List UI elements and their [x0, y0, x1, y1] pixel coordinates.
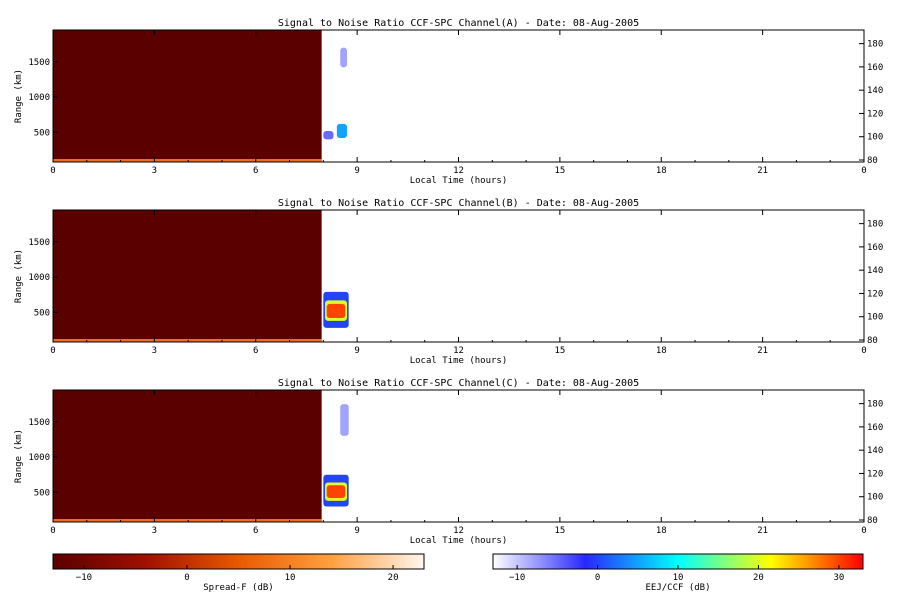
x-tick-label: 9 — [354, 166, 359, 176]
y2-tick-label: 120 — [867, 469, 883, 479]
colorbar-label: Spread-F (dB) — [203, 583, 273, 593]
colorbar-tick-label: 10 — [285, 573, 296, 583]
x-tick-label: 0 — [50, 346, 55, 356]
y2-tick-label: 80 — [867, 336, 878, 346]
x-tick-label: 21 — [757, 526, 768, 536]
heatmap-region — [323, 130, 334, 140]
colorbar-tick-label: 20 — [388, 573, 399, 583]
heatmap-region — [53, 210, 322, 342]
x-tick-label: 9 — [354, 526, 359, 536]
y2-tick-label: 100 — [867, 493, 883, 503]
colorbar-label: EEJ/CCF (dB) — [645, 583, 710, 593]
colorbar-eej-ccf: −10 0 10 20 30 EEJ/CCF (dB) — [492, 553, 864, 593]
y-tick-label: 500 — [34, 128, 50, 138]
x-tick-label: 18 — [656, 166, 667, 176]
y2-tick-label: 140 — [867, 86, 883, 96]
y-tick-label: 1500 — [28, 238, 50, 248]
x-tick-label: 9 — [354, 346, 359, 356]
heatmap-region — [326, 485, 346, 498]
colorbar-spread-f: −10 0 10 20 Spread-F (dB) — [52, 553, 425, 593]
y-tick-label: 1000 — [28, 273, 50, 283]
y2-tick-label: 140 — [867, 266, 883, 276]
x-tick-label: 0 — [861, 166, 866, 176]
chart-title: Signal to Noise Ratio CCF-SPC Channel(B)… — [278, 198, 639, 209]
colorbar-gradient — [52, 553, 425, 570]
y-tick-label: 1500 — [28, 418, 50, 428]
colorbar-tick-label: 0 — [595, 573, 600, 583]
colorbar-tick-label: 10 — [673, 573, 684, 583]
y2-tick-label: 140 — [867, 446, 883, 456]
x-tick-label: 0 — [50, 526, 55, 536]
y2-tick-label: 160 — [867, 243, 883, 253]
x-tick-label: 6 — [253, 166, 258, 176]
y-tick-label: 1000 — [28, 93, 50, 103]
y-tick-label: 1500 — [28, 58, 50, 68]
panel-b: 0 3 6 9 12 15 18 21 0 500 1000 1500 80 100 120 140 160 18… — [14, 198, 883, 366]
y2-tick-label: 80 — [867, 516, 878, 526]
y2-tick-label: 120 — [867, 289, 883, 299]
x-tick-label: 12 — [453, 166, 464, 176]
x-tick-label: 15 — [554, 346, 565, 356]
x-tick-label: 18 — [656, 346, 667, 356]
heatmap-region — [53, 390, 322, 522]
heatmap-region — [53, 159, 322, 162]
x-tick-label: 15 — [554, 526, 565, 536]
heatmap-region — [336, 123, 347, 138]
x-tick-label: 12 — [453, 346, 464, 356]
x-tick-label: 21 — [757, 166, 768, 176]
x-tick-label: 18 — [656, 526, 667, 536]
y-tick-label: 500 — [34, 308, 50, 318]
x-tick-label: 3 — [152, 346, 157, 356]
y2-tick-label: 180 — [867, 400, 883, 410]
y-tick-label: 1000 — [28, 453, 50, 463]
x-axis-label: Local Time (hours) — [410, 356, 508, 366]
x-tick-label: 0 — [861, 346, 866, 356]
colorbar-tick-label: −10 — [76, 573, 92, 583]
panel-c: 0 3 6 9 12 15 18 21 0 500 1000 1500 80 100 120 140 160 18… — [14, 378, 883, 546]
y2-tick-label: 180 — [867, 40, 883, 50]
heatmap-regions — [53, 210, 349, 342]
x-tick-label: 3 — [152, 166, 157, 176]
y-axis-label: Range (km) — [14, 249, 24, 303]
y2-tick-label: 100 — [867, 133, 883, 143]
heatmap-regions — [53, 390, 349, 522]
x-tick-label: 6 — [253, 346, 258, 356]
x-axis-label: Local Time (hours) — [410, 536, 508, 546]
y-tick-label: 500 — [34, 488, 50, 498]
colorbar-tick-label: 20 — [753, 573, 764, 583]
y-axis-label: Range (km) — [14, 69, 24, 123]
y-axis-label: Range (km) — [14, 429, 24, 483]
y2-tick-label: 160 — [867, 423, 883, 433]
y2-tick-label: 120 — [867, 109, 883, 119]
x-tick-label: 6 — [253, 526, 258, 536]
heatmap-region — [340, 404, 349, 436]
heatmap-region — [326, 303, 346, 318]
chart-title: Signal to Noise Ratio CCF-SPC Channel(A)… — [278, 18, 639, 29]
panel-a: 0 3 6 9 12 15 18 21 0 500 1000 1500 80 100 120 140 160 18… — [14, 18, 883, 186]
x-tick-label: 0 — [861, 526, 866, 536]
heatmap-region — [53, 339, 322, 342]
y2-tick-label: 180 — [867, 220, 883, 230]
colorbar-tick-label: 0 — [184, 573, 189, 583]
chart-title: Signal to Noise Ratio CCF-SPC Channel(C)… — [278, 378, 639, 389]
x-tick-label: 3 — [152, 526, 157, 536]
x-tick-label: 0 — [50, 166, 55, 176]
y2-tick-label: 80 — [867, 156, 878, 166]
x-tick-label: 21 — [757, 346, 768, 356]
heatmap-region — [53, 519, 322, 522]
x-tick-label: 12 — [453, 526, 464, 536]
y2-tick-label: 160 — [867, 63, 883, 73]
x-tick-label: 15 — [554, 166, 565, 176]
y2-tick-label: 100 — [867, 313, 883, 323]
heatmap-region — [53, 30, 322, 162]
heatmap-region — [340, 47, 347, 68]
colorbar-tick-label: 30 — [833, 573, 844, 583]
x-axis-label: Local Time (hours) — [410, 176, 508, 186]
colorbar-tick-label: −10 — [509, 573, 525, 583]
heatmap-regions — [53, 30, 347, 162]
